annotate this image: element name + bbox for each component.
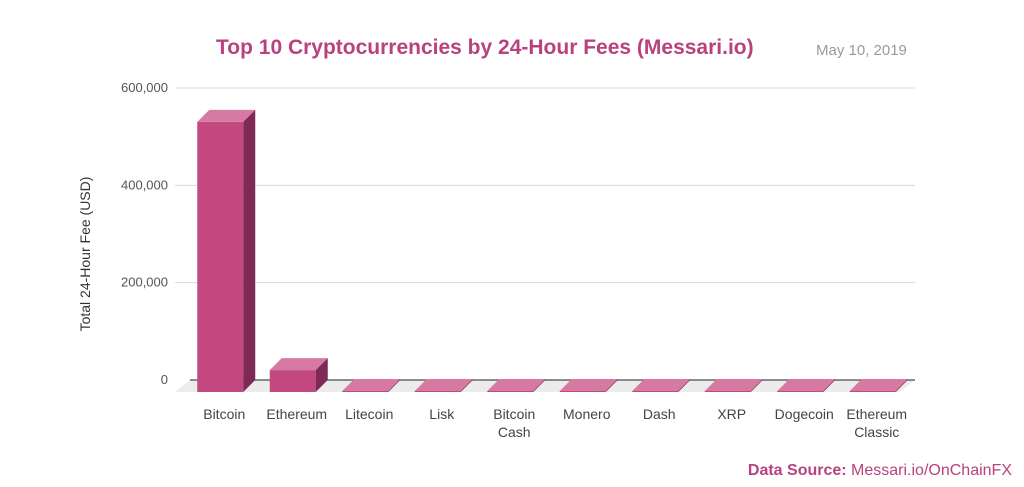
bar-top-face bbox=[849, 379, 908, 391]
bar-ethereum-classic[interactable] bbox=[849, 391, 896, 392]
bar-litecoin[interactable] bbox=[342, 391, 389, 392]
bar-side-face bbox=[243, 109, 256, 393]
bar-side-face bbox=[750, 379, 763, 392]
bar-bitcoin-cash[interactable] bbox=[487, 391, 534, 392]
x-tick-label: Bitcoin bbox=[203, 406, 245, 422]
bar-bitcoin[interactable] bbox=[197, 121, 244, 393]
x-tick-label: Lisk bbox=[429, 406, 455, 422]
data-source: Data Source: Messari.io/OnChainFX bbox=[748, 462, 1012, 480]
x-tick-label: Monero bbox=[563, 406, 611, 422]
chart-title: Top 10 Cryptocurrencies by 24-Hour Fees … bbox=[216, 36, 754, 59]
y-tick-label: 600,000 bbox=[121, 80, 168, 95]
bar-top-face bbox=[414, 379, 473, 391]
bar-top-face bbox=[269, 358, 328, 371]
bar-dogecoin[interactable] bbox=[777, 391, 824, 392]
y-tick-label: 200,000 bbox=[121, 275, 168, 290]
bar-top-face bbox=[632, 379, 691, 391]
bar-side-face bbox=[460, 379, 473, 392]
bar-side-face bbox=[678, 379, 691, 392]
x-tick-label: Litecoin bbox=[345, 406, 393, 422]
bar-ethereum[interactable] bbox=[269, 370, 316, 392]
y-tick-label: 400,000 bbox=[121, 177, 168, 192]
x-tick-label: Dogecoin bbox=[775, 406, 834, 422]
bar-top-face bbox=[777, 379, 836, 391]
bar-lisk[interactable] bbox=[414, 391, 461, 392]
data-source-link[interactable]: Messari.io/OnChainFX bbox=[851, 462, 1012, 479]
bar-side-face bbox=[895, 379, 908, 392]
bar-side-face bbox=[823, 379, 836, 392]
x-tick-label: Bitcoin Cash bbox=[493, 406, 535, 440]
bar-side-face bbox=[315, 358, 328, 392]
x-tick-label: XRP bbox=[717, 406, 746, 422]
bar-top-face bbox=[197, 109, 256, 122]
data-source-label: Data Source: bbox=[747, 462, 847, 479]
bar-monero[interactable] bbox=[559, 391, 606, 392]
chart-date: May 10, 2019 bbox=[816, 42, 907, 59]
bar-side-face bbox=[605, 379, 618, 392]
x-tick-label: Ethereum Classic bbox=[846, 406, 907, 440]
bar-top-face bbox=[487, 379, 546, 391]
bar-top-face bbox=[704, 379, 763, 391]
bar-xrp[interactable] bbox=[704, 391, 751, 392]
bar-top-face bbox=[342, 379, 401, 391]
x-tick-label: Dash bbox=[643, 406, 676, 422]
x-tick-label: Ethereum bbox=[266, 406, 327, 422]
y-tick-label: 0 bbox=[161, 372, 168, 387]
bar-side-face bbox=[533, 379, 546, 392]
bar-top-face bbox=[559, 379, 618, 391]
bar-dash[interactable] bbox=[632, 391, 679, 392]
y-axis-title: Total 24-Hour Fee (USD) bbox=[77, 177, 93, 332]
bar-side-face bbox=[388, 379, 401, 392]
